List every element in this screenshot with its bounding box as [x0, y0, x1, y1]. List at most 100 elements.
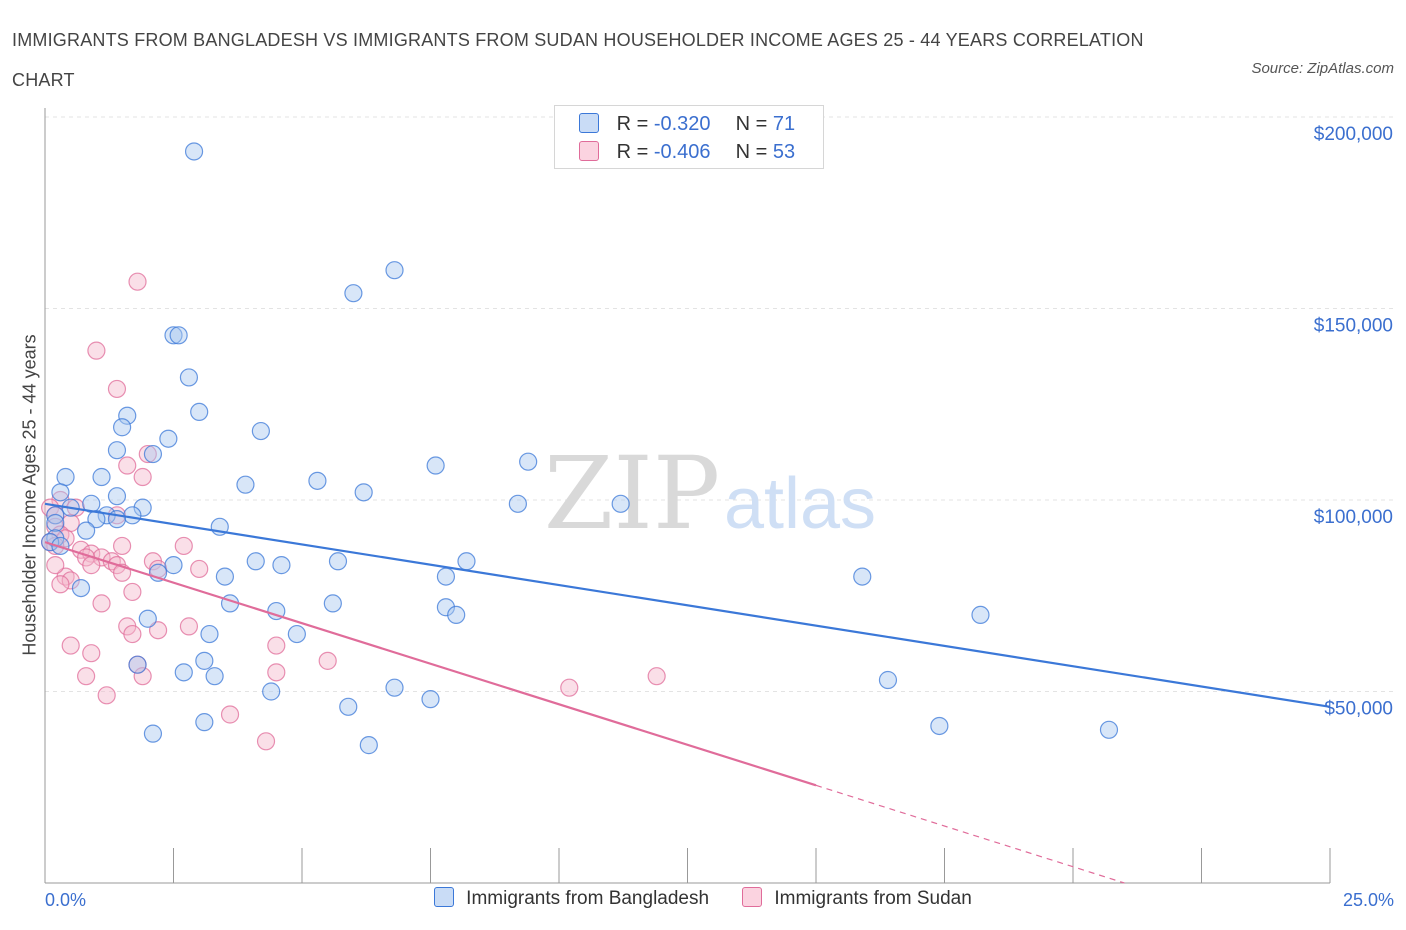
point-bangladesh — [41, 533, 60, 552]
point-sudan — [87, 341, 106, 360]
point-bangladesh — [385, 678, 404, 697]
point-sudan — [128, 272, 147, 291]
point-sudan — [61, 571, 80, 590]
legend-swatch-bangladesh — [434, 887, 455, 907]
point-bangladesh — [46, 506, 65, 525]
trend-lines — [44, 502, 1331, 884]
legend-item-bangladesh[interactable]: Immigrants from Bangladesh — [434, 887, 709, 910]
point-sudan — [51, 575, 70, 594]
r-value: -0.320 — [653, 113, 711, 135]
point-sudan — [560, 678, 579, 697]
point-bangladesh — [339, 697, 358, 716]
n-label: N = — [735, 113, 768, 135]
point-bangladesh — [184, 142, 204, 161]
r-label: R = — [616, 141, 649, 163]
x-tick-max: 25.0% — [1342, 890, 1394, 910]
point-bangladesh — [133, 498, 152, 517]
point-sudan — [107, 379, 127, 399]
point-bangladesh — [128, 655, 147, 674]
point-bangladesh — [215, 567, 234, 586]
n-value: 71 — [772, 113, 796, 135]
point-bangladesh — [421, 690, 440, 709]
n-label: N = — [735, 141, 768, 163]
point-bangladesh — [853, 567, 872, 586]
point-bangladesh — [169, 326, 188, 345]
point-bangladesh — [323, 594, 342, 613]
legend: Immigrants from Bangladesh Immigrants fr… — [0, 887, 1406, 910]
point-bangladesh — [107, 487, 127, 506]
point-bangladesh — [262, 682, 281, 701]
r-label: R = — [616, 113, 649, 135]
point-bangladesh — [164, 556, 183, 575]
data-points — [41, 142, 1119, 755]
point-bangladesh — [92, 467, 111, 487]
point-bangladesh — [436, 598, 456, 617]
point-bangladesh — [87, 510, 106, 529]
point-bangladesh — [878, 670, 898, 690]
point-bangladesh — [447, 605, 466, 625]
point-bangladesh — [251, 421, 270, 441]
point-bangladesh — [112, 418, 132, 437]
point-sudan — [92, 594, 111, 613]
point-bangladesh — [457, 552, 476, 571]
point-bangladesh — [143, 444, 163, 464]
point-sudan — [148, 621, 168, 640]
trend-line-bangladesh — [44, 502, 1331, 708]
point-bangladesh — [436, 567, 456, 586]
point-bangladesh — [426, 456, 445, 475]
point-bangladesh — [123, 506, 142, 525]
r-value: -0.406 — [653, 141, 711, 163]
y-tick-labels: $50,000 $100,000 $150,000 $200,000 — [1314, 124, 1393, 720]
point-bangladesh — [51, 483, 70, 502]
n-value: 53 — [772, 141, 796, 163]
point-bangladesh — [205, 667, 224, 686]
point-bangladesh — [1099, 720, 1119, 739]
legend-swatch-sudan — [742, 887, 763, 907]
point-bangladesh — [344, 284, 363, 303]
watermark-zip: ZIP — [544, 435, 720, 552]
point-bangladesh — [190, 402, 209, 422]
point-bangladesh — [328, 552, 348, 571]
point-bangladesh — [246, 552, 265, 571]
point-bangladesh — [164, 326, 183, 345]
legend-label-bangladesh: Immigrants from Bangladesh — [466, 888, 710, 909]
point-bangladesh — [77, 521, 96, 540]
point-sudan — [123, 624, 142, 644]
point-sudan — [179, 617, 199, 636]
point-bangladesh — [174, 663, 193, 682]
point-bangladesh — [46, 513, 65, 533]
point-bangladesh — [179, 368, 199, 387]
point-bangladesh — [359, 736, 378, 755]
watermark: ZIP atlas — [544, 435, 876, 552]
point-bangladesh — [56, 467, 75, 487]
point-bangladesh — [308, 471, 327, 490]
point-sudan — [647, 667, 666, 686]
point-bangladesh — [138, 609, 157, 628]
point-bangladesh — [118, 406, 137, 425]
point-sudan — [112, 536, 132, 556]
trend-extension-sudan — [815, 784, 1125, 884]
y-tick-label: $50,000 — [1324, 699, 1393, 720]
legend-label-sudan: Immigrants from Sudan — [774, 888, 972, 909]
point-bangladesh — [195, 713, 214, 732]
point-sudan — [190, 559, 209, 579]
point-sudan — [267, 636, 286, 655]
point-sudan — [138, 444, 157, 464]
point-sudan — [133, 467, 152, 487]
point-sudan — [174, 536, 193, 556]
point-sudan — [318, 651, 337, 670]
point-bangladesh — [354, 483, 373, 502]
chart-title: IMMIGRANTS FROM BANGLADESH VS IMMIGRANTS… — [12, 30, 1144, 90]
point-bangladesh — [71, 578, 91, 598]
point-bangladesh — [930, 716, 949, 736]
point-sudan — [82, 644, 101, 663]
point-bangladesh — [236, 475, 255, 494]
legend-item-sudan[interactable]: Immigrants from Sudan — [742, 887, 972, 910]
source-label: Source: ZipAtlas.com — [1251, 60, 1394, 77]
stats-box: R = -0.320 N = 71 R = -0.406 N = 53 — [554, 105, 824, 169]
point-bangladesh — [508, 494, 527, 513]
point-bangladesh — [195, 651, 214, 670]
point-bangladesh — [159, 429, 178, 448]
point-sudan — [220, 705, 240, 724]
